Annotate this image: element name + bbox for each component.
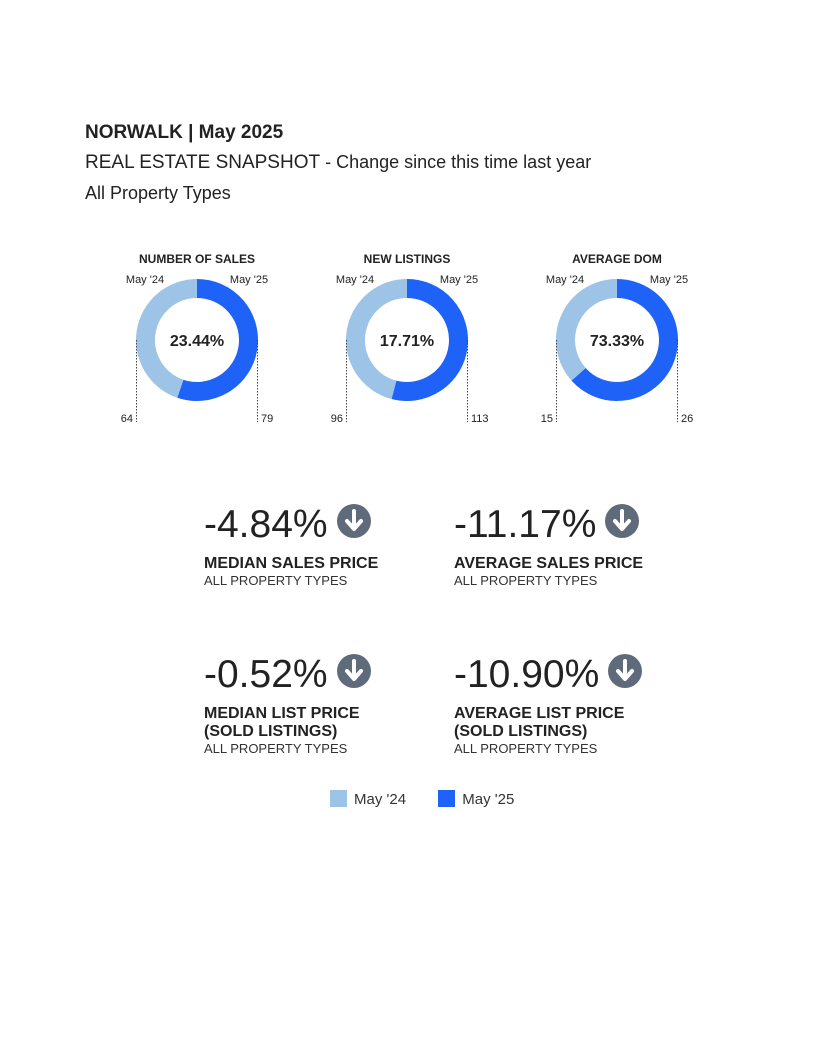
- donut-slice-prior: [556, 279, 618, 381]
- kpi-label: MEDIAN SALES PRICE: [204, 555, 379, 572]
- arrow-down-circle-icon: [605, 504, 640, 538]
- series-label-current: May '25: [230, 274, 268, 286]
- legend: May '24 May '25: [330, 790, 542, 808]
- kpi-sub: ALL PROPERTY TYPES: [454, 573, 598, 588]
- kpi-sub: ALL PROPERTY TYPES: [204, 573, 348, 588]
- legend-label: May '25: [462, 791, 515, 808]
- legend-swatch-current: [438, 790, 456, 807]
- kpi-label-qualifier: (SOLD LISTINGS): [454, 723, 588, 740]
- donut-slice-prior: [136, 279, 198, 398]
- donut-chart-new-listings: NEW LISTINGS May '24 May '25 96 113 17.71%: [331, 252, 489, 425]
- donut-average-dom: AVERAGE DOM May '24 May '25 15 26 73.33%: [517, 250, 717, 430]
- snapshot-heading: REAL ESTATE SNAPSHOT - Change since this…: [85, 152, 591, 174]
- donut-center-label: 73.33%: [590, 333, 644, 350]
- kpi-value: -0.52%: [204, 653, 328, 696]
- donut-new-listings: NEW LISTINGS May '24 May '25 96 113 17.71%: [307, 250, 507, 430]
- donut-chart-number-of-sales: NUMBER OF SALES May '24 May '25 64 79 23.44%: [121, 252, 274, 425]
- arrow-down-circle-icon: [336, 654, 371, 688]
- series-label-prior: May '24: [546, 274, 584, 286]
- donut-slice-current: [391, 279, 468, 401]
- legend-label: May '24: [354, 791, 407, 808]
- page-title: NORWALK | May 2025: [85, 122, 284, 143]
- donut-title: AVERAGE DOM: [572, 252, 662, 266]
- donut-number-of-sales: NUMBER OF SALES May '24 May '25 64 79 23.44%: [97, 250, 297, 430]
- kpi-label: AVERAGE SALES PRICE: [454, 555, 644, 572]
- kpi-sub: ALL PROPERTY TYPES: [204, 741, 348, 756]
- property-types-label: All Property Types: [85, 183, 231, 203]
- donut-center-label: 17.71%: [380, 333, 434, 350]
- data-label-current: 79: [261, 413, 273, 425]
- data-label-current: 26: [681, 413, 693, 425]
- data-label-prior: 15: [541, 413, 553, 425]
- donut-slice-current: [571, 279, 678, 401]
- donut-title: NUMBER OF SALES: [139, 252, 255, 266]
- series-label-prior: May '24: [126, 274, 164, 286]
- legend-swatch-prior: [330, 790, 347, 807]
- data-label-prior: 64: [121, 413, 133, 425]
- data-label-current: 113: [471, 413, 489, 425]
- series-label-current: May '25: [440, 274, 478, 286]
- donut-chart-average-dom: AVERAGE DOM May '24 May '25 15 26 73.33%: [541, 252, 694, 425]
- kpi-value: -4.84%: [204, 503, 328, 546]
- kpi-label: MEDIAN LIST PRICE: [204, 705, 360, 722]
- kpi-sub: ALL PROPERTY TYPES: [454, 741, 598, 756]
- kpi-median-list-price: -0.52% MEDIAN LIST PRICE (SOLD LISTINGS)…: [204, 653, 434, 757]
- series-label-prior: May '24: [336, 274, 374, 286]
- legend-item-current: May '25: [438, 790, 514, 808]
- snapshot-title: REAL ESTATE SNAPSHOT: [85, 152, 321, 173]
- arrow-down-circle-icon: [336, 504, 371, 538]
- kpi-average-list-price: -10.90% AVERAGE LIST PRICE (SOLD LISTING…: [454, 653, 684, 757]
- kpi-median-sales-price: -4.84% MEDIAN SALES PRICE ALL PROPERTY T…: [204, 503, 434, 589]
- donut-slice-prior: [346, 279, 408, 400]
- arrow-down-circle-icon: [608, 654, 643, 688]
- donut-title: NEW LISTINGS: [364, 252, 451, 266]
- kpi-label: AVERAGE LIST PRICE: [454, 705, 625, 722]
- donut-slice-current: [177, 279, 258, 401]
- snapshot-subtitle: - Change since this time last year: [320, 152, 592, 172]
- legend-item-prior: May '24: [330, 790, 406, 808]
- kpi-value: -11.17%: [454, 503, 597, 546]
- data-label-prior: 96: [331, 413, 343, 425]
- donut-center-label: 23.44%: [170, 333, 224, 350]
- series-label-current: May '25: [650, 274, 688, 286]
- kpi-label-qualifier: (SOLD LISTINGS): [204, 723, 338, 740]
- kpi-average-sales-price: -11.17% AVERAGE SALES PRICE ALL PROPERTY…: [454, 503, 684, 589]
- kpi-value: -10.90%: [454, 653, 600, 696]
